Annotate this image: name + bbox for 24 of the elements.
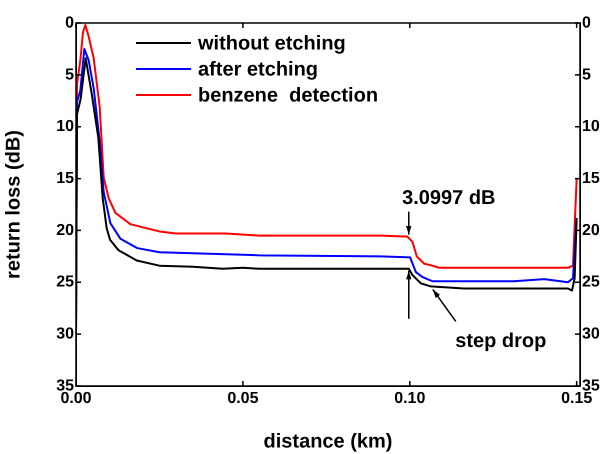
annotation: step drop [455,330,546,352]
y2-tick-label: 30 [582,326,600,343]
x-tick-label: 0.05 [227,390,259,408]
y-tick-label: 10 [56,118,74,136]
y-tick-label: 20 [56,222,74,239]
y2-tick-label: 15 [582,170,600,187]
legend-label: after etching [198,58,318,81]
y2-tick-label: 10 [582,118,600,136]
y-tick-label: 25 [56,274,74,291]
y-tick-label: 30 [56,326,74,343]
y2-tick-label: 5 [582,66,591,84]
annotation: 3.0997 dB [402,187,496,210]
y-tick-label: 0 [65,14,74,32]
y2-tick-label: 0 [582,14,591,32]
legend-label: without etching [197,32,346,55]
x-axis-title: distance (km) [264,430,392,453]
y2-tick-label: 20 [582,222,600,239]
legend-label: benzene detection [198,84,378,107]
y2-tick-label: 25 [582,274,600,291]
y-tick-label: 5 [65,66,74,84]
y-axis-title: return loss (dB) [2,130,25,279]
y-tick-label: 15 [56,170,74,187]
x-tick-label: 0.15 [561,390,592,408]
x-tick-label: 0.10 [394,390,426,408]
